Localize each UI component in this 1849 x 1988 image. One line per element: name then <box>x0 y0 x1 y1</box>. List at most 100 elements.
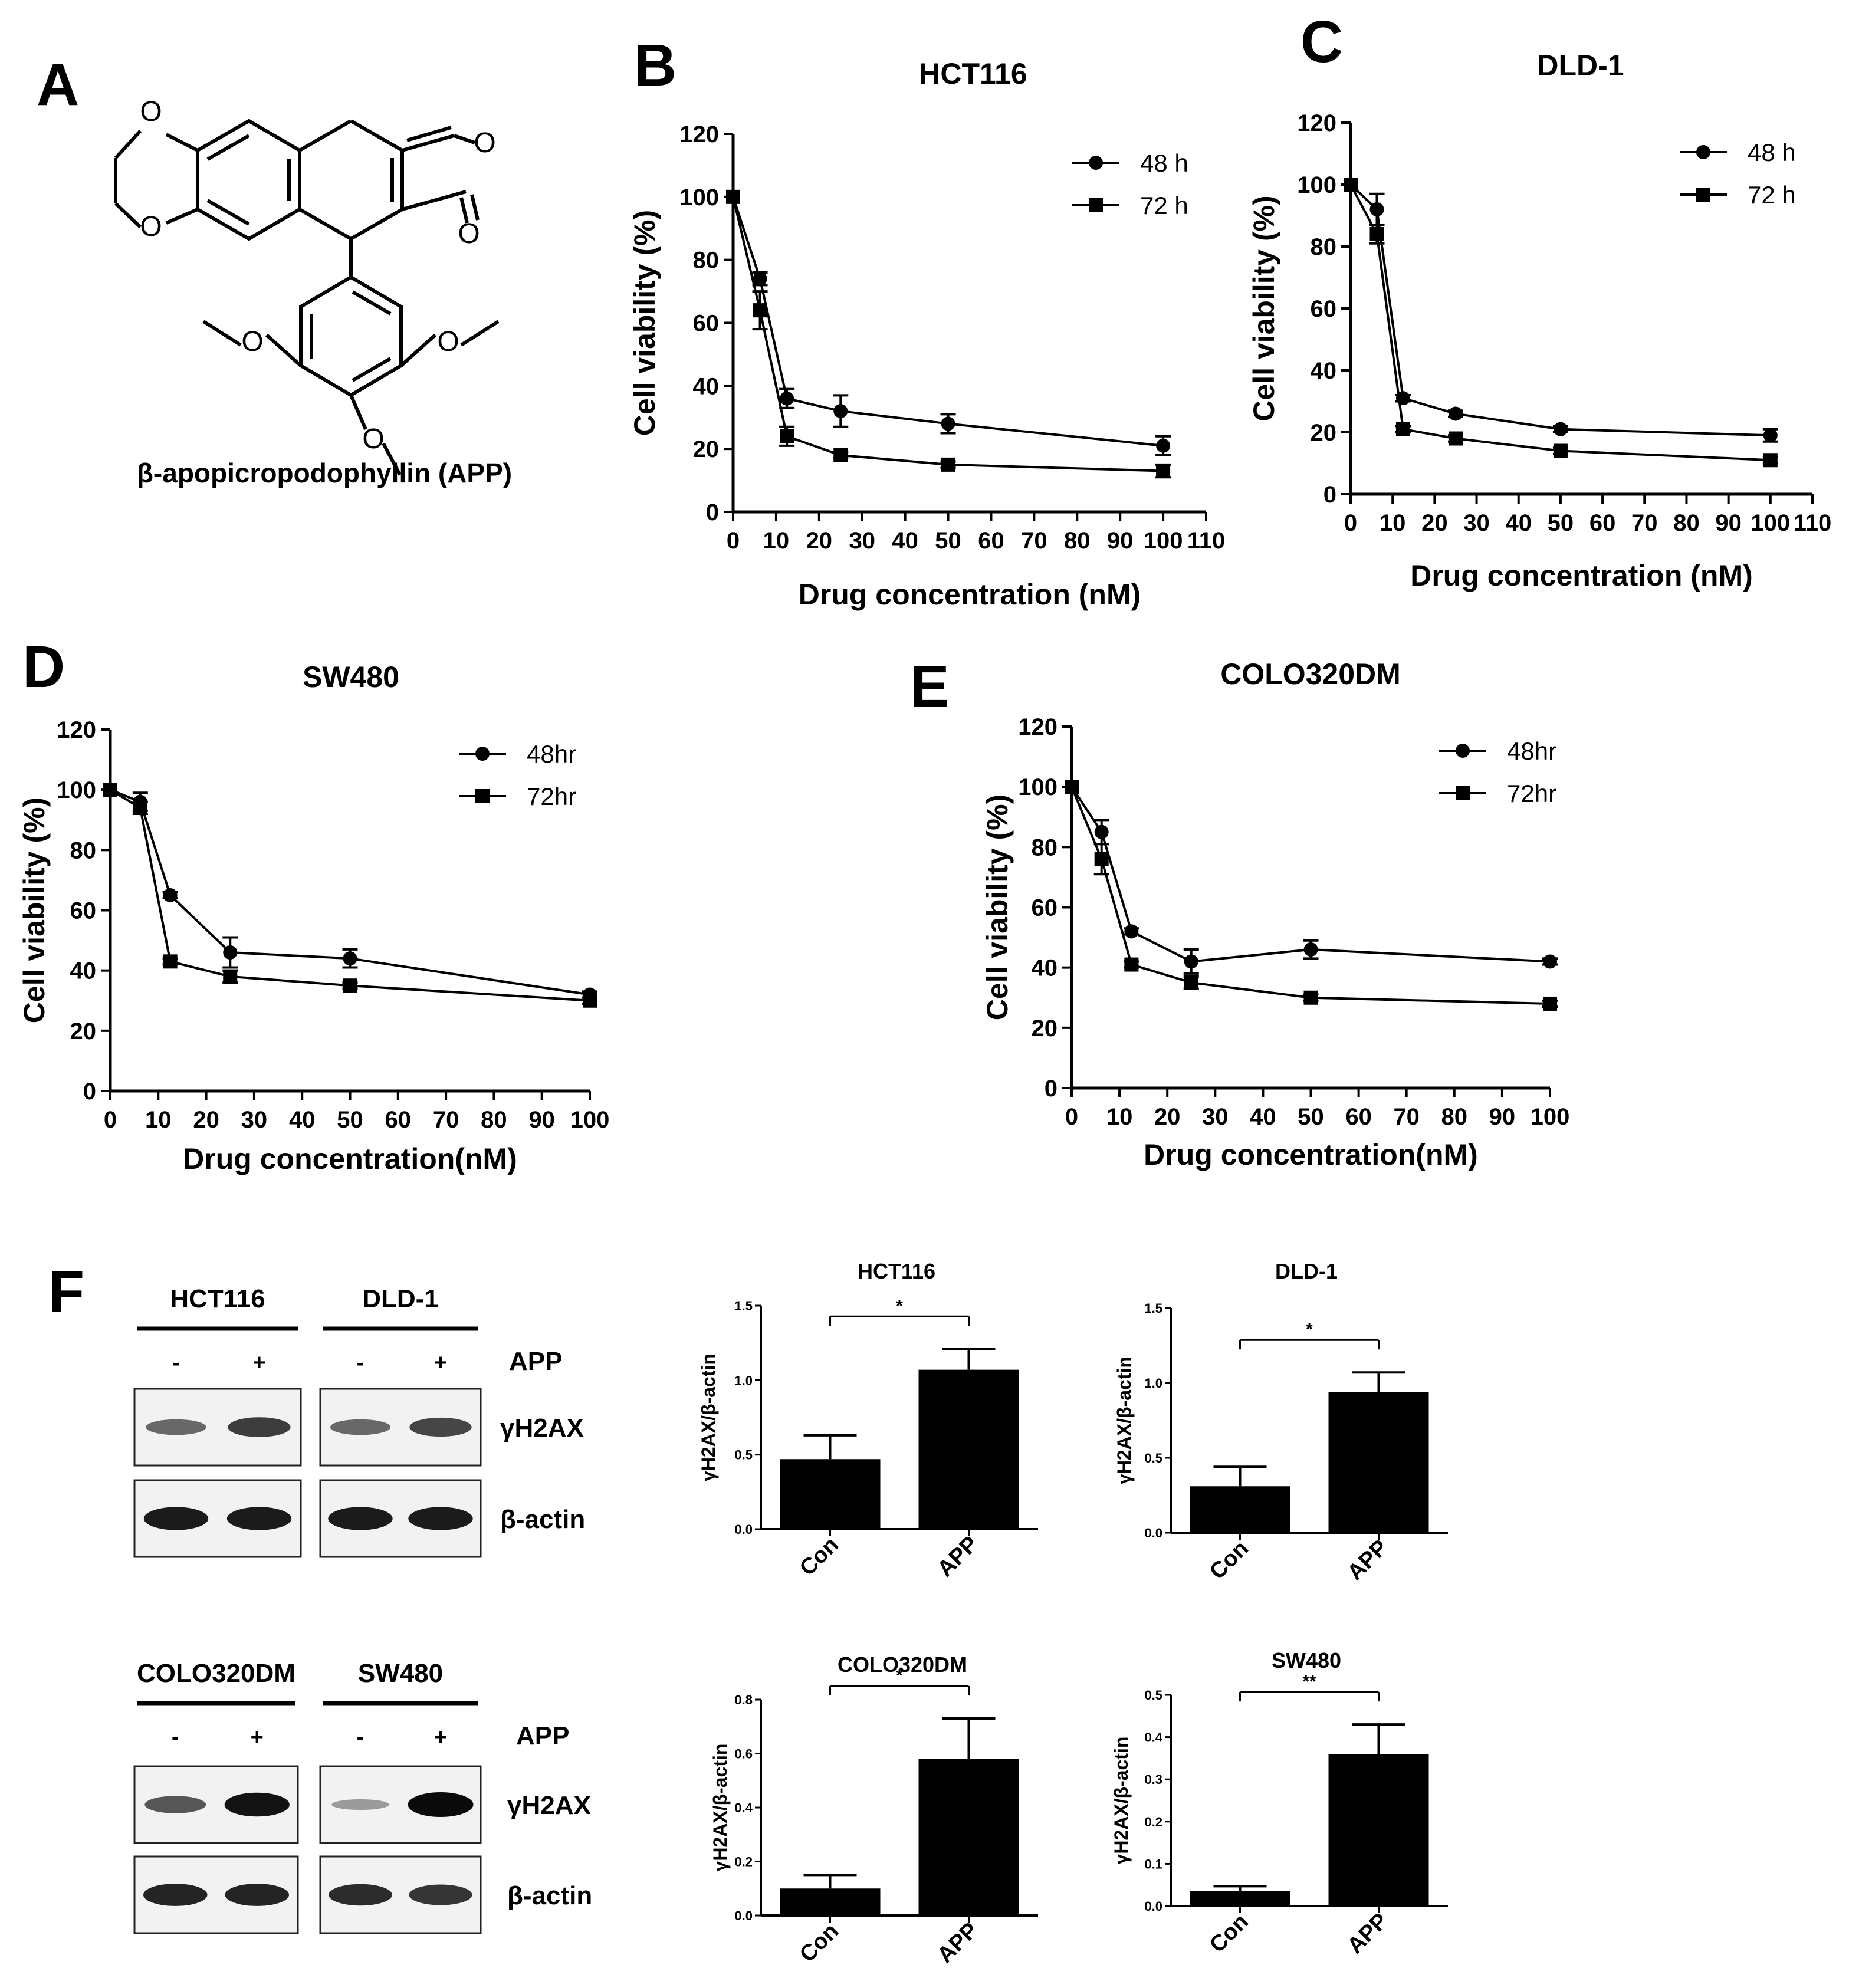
y-tick-label: 0 <box>1323 482 1336 508</box>
series-line <box>1070 786 1551 963</box>
x-tick-label: 30 <box>1463 510 1490 536</box>
data-point <box>1065 780 1079 794</box>
significance-marker: * <box>1306 1320 1313 1339</box>
blot-row-label: γH2AX <box>507 1791 591 1820</box>
legend-label: 72hr <box>527 783 576 810</box>
y-tick-label: 120 <box>1018 714 1057 740</box>
protein-band <box>408 1507 473 1530</box>
line-chart-e: COLO320DM 0 20 40 60 80 100 120 0 10 20 30 40 50 60 70 8… <box>981 658 1569 1171</box>
x-tick-label: 10 <box>763 528 790 554</box>
atom-oxygen: O <box>437 326 459 357</box>
x-tick-label: 10 <box>1106 1104 1133 1130</box>
y-tick-label: 40 <box>70 958 97 984</box>
x-tick-label: 30 <box>849 528 875 554</box>
protein-band <box>409 1884 472 1905</box>
blot-row-label: β-actin <box>500 1505 585 1534</box>
y-axis-label: Cell viability (%) <box>1247 195 1280 421</box>
legend-label: 48hr <box>1507 737 1556 765</box>
x-tick-label: 60 <box>385 1107 412 1133</box>
western-blot-top: HCT116 DLD-1 - + - + APP γH2AX β-actin <box>133 1284 585 1558</box>
y-tick-label: 0.5 <box>1144 1451 1162 1465</box>
series-line <box>1070 786 1551 1005</box>
carbonyl-bond <box>470 194 480 221</box>
cell-line-label: HCT116 <box>170 1284 265 1313</box>
x-tick-label: 60 <box>1589 510 1616 536</box>
y-tick-label: 80 <box>1032 834 1058 860</box>
x-tick-label: 50 <box>337 1107 363 1133</box>
cell-line-label: DLD-1 <box>362 1284 439 1313</box>
middle-ring-bond <box>350 208 403 241</box>
y-tick-label: 100 <box>1297 172 1336 198</box>
x-tick-label: 110 <box>1794 510 1832 536</box>
middle-ring-bond <box>350 119 403 152</box>
chart-title: COLO320DM <box>1220 658 1401 691</box>
y-axis-label: γH2AX/β-actin <box>710 1744 731 1872</box>
panel-label-d: D <box>22 634 65 700</box>
x-tick-label: 20 <box>806 528 833 554</box>
chart-title: DLD-1 <box>1537 49 1624 82</box>
chart-title: SW480 <box>1272 1648 1341 1672</box>
legend-label: 48 h <box>1748 139 1796 166</box>
data-point <box>223 945 238 960</box>
data-point <box>583 993 597 1008</box>
x-tick-label: 0 <box>727 528 740 554</box>
y-tick-label: 0.5 <box>734 1448 753 1463</box>
line-chart-b: HCT116 0 20 40 60 80 100 120 0 10 20 30 40 50 60 70 80 90… <box>628 57 1225 611</box>
structure-atoms: O O O O O O O <box>140 96 495 455</box>
y-tick-label: 120 <box>57 717 96 743</box>
data-point <box>163 954 178 969</box>
y-tick-label: 0.4 <box>1144 1730 1162 1745</box>
dioxole-bond <box>114 129 142 160</box>
bar <box>1328 1754 1429 1906</box>
x-axis-label: Drug concentration (nM) <box>1410 559 1753 592</box>
ring-double-bond <box>206 134 250 161</box>
x-tick-label: 40 <box>289 1107 316 1133</box>
bar <box>780 1888 881 1915</box>
data-point <box>1184 975 1198 990</box>
protein-band <box>408 1792 474 1817</box>
atom-oxygen: O <box>362 423 384 455</box>
y-tick-label: 0 <box>83 1079 96 1105</box>
data-point <box>941 457 955 472</box>
x-tick-label: APP <box>933 1918 983 1968</box>
panel-label-e: E <box>910 653 950 719</box>
data-point <box>1094 852 1109 866</box>
y-axis-label: Cell viability (%) <box>981 794 1014 1020</box>
x-tick-label: APP <box>1343 1535 1393 1585</box>
legend-label: 72hr <box>1507 780 1556 807</box>
western-blot-bottom: COLO320DM SW480 - + - + APP γH2AX β-actin <box>133 1659 592 1934</box>
significance-marker: ** <box>1302 1672 1316 1691</box>
x-tick-label: Con <box>1205 1910 1253 1958</box>
chart-title: DLD-1 <box>1275 1259 1338 1283</box>
data-point <box>1124 924 1139 939</box>
y-tick-label: 100 <box>1018 774 1057 800</box>
y-tick-label: 0 <box>706 500 719 525</box>
data-point <box>223 969 238 984</box>
atom-oxygen: O <box>140 211 162 242</box>
data-point <box>941 416 955 431</box>
legend-marker <box>1089 198 1103 212</box>
x-tick-label: 80 <box>1673 510 1700 536</box>
lactone-bond <box>402 190 467 211</box>
methoxy-bond <box>382 442 402 476</box>
bar-chart-hct116: HCT116 0.0 0.5 1.0 1.5 γH2AX/β-actin Con APP * <box>698 1259 1038 1582</box>
data-point <box>1763 428 1778 443</box>
legend-marker <box>475 747 490 761</box>
x-tick-label: 50 <box>1548 510 1574 536</box>
x-tick-label: 90 <box>1489 1104 1516 1130</box>
data-point <box>1543 996 1557 1011</box>
carbonyl-bond <box>459 197 469 224</box>
y-tick-label: 20 <box>1311 420 1337 446</box>
bar-chart-colo320dm: COLO320DM 0.0 0.2 0.4 0.6 0.8 γH2AX/β-actin Con… <box>710 1652 1038 1968</box>
dioxole-bond <box>114 202 142 229</box>
data-point <box>726 189 740 204</box>
data-point <box>343 978 357 993</box>
data-point <box>1094 824 1109 839</box>
protein-band <box>226 1507 292 1530</box>
series-line <box>1349 183 1771 437</box>
data-point <box>163 888 178 902</box>
y-tick-label: 60 <box>1032 895 1058 921</box>
protein-band <box>224 1792 290 1817</box>
data-point <box>1395 422 1410 436</box>
data-point <box>1369 227 1384 241</box>
